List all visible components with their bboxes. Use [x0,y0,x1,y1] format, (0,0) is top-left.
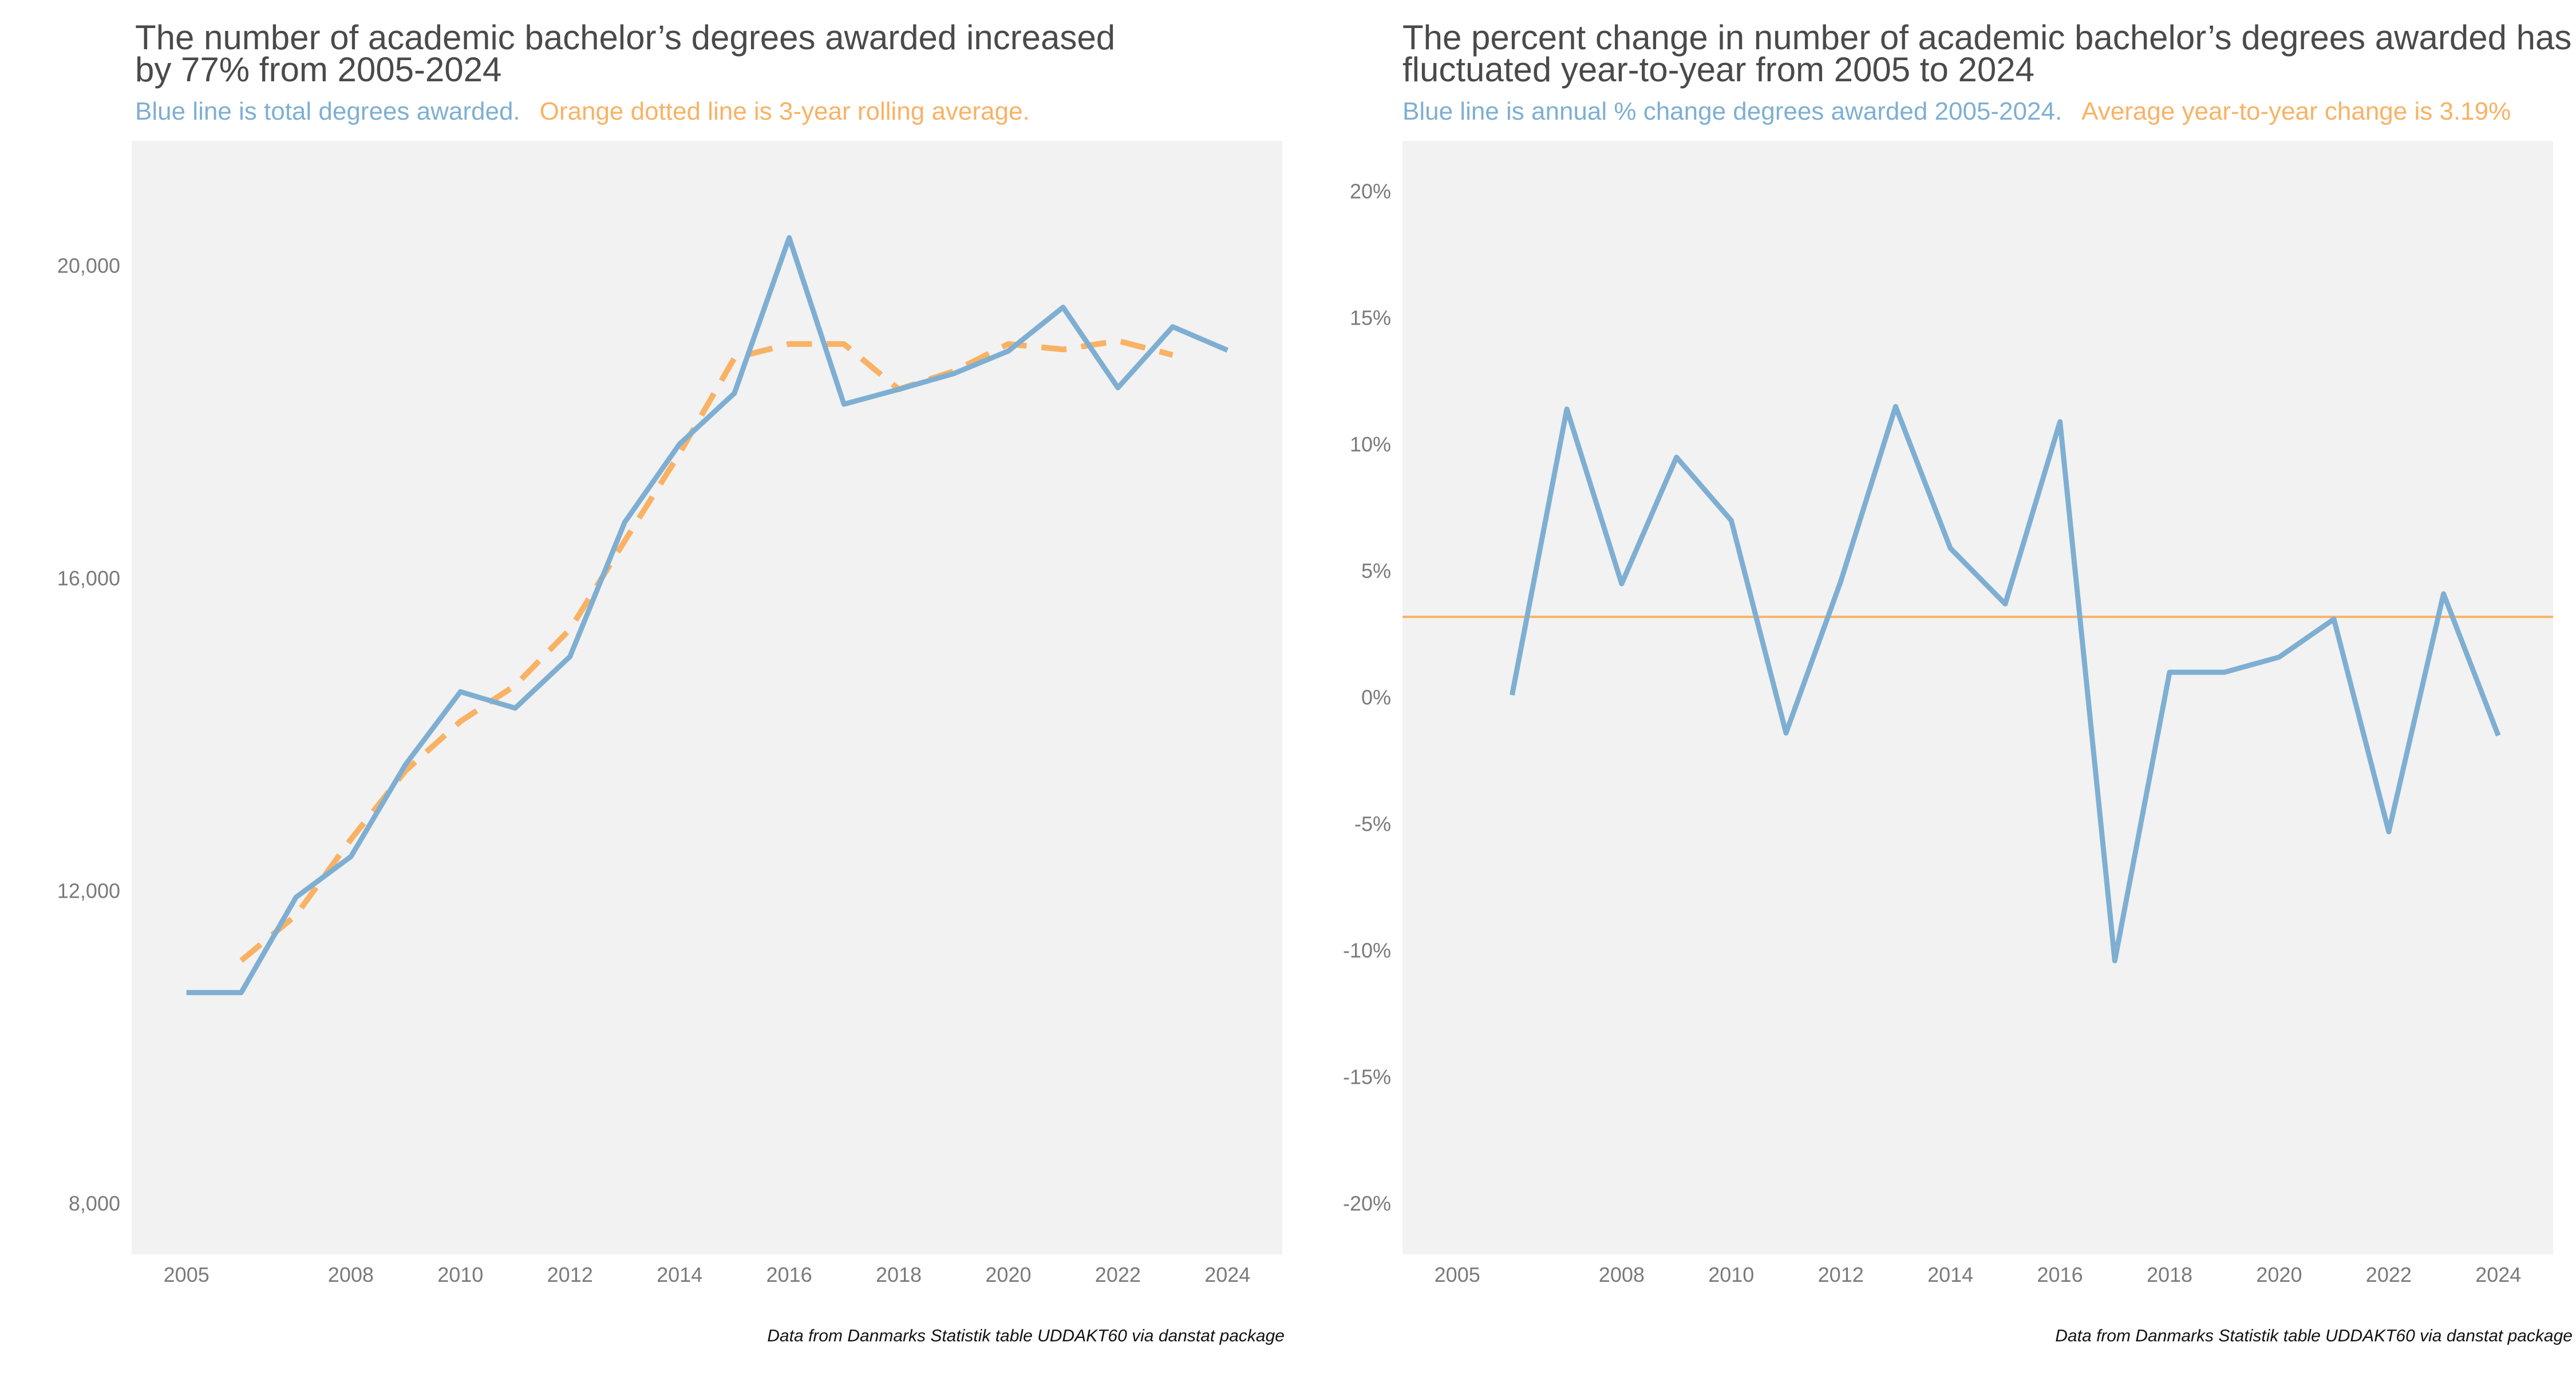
x-tick-label: 2012 [1818,1263,1864,1286]
x-tick-label: 2010 [1708,1263,1754,1286]
y-tick-label: -20% [1343,1192,1391,1215]
right-chart-panel: The percent change in number of academic… [1288,0,2576,1374]
y-tick-label: 5% [1361,559,1391,582]
x-tick-label: 2010 [437,1263,483,1286]
x-tick-label: 2005 [164,1263,210,1286]
y-tick-label: 20% [1350,179,1391,203]
percent-change-line-chart: -20% -15% -10% -5% 0% 5% 10% 15% 20% 2005 2008 2010… [1343,141,2553,1286]
chart-title-line-2: fluctuated year-to-year from 2005 to 202… [1402,50,2034,89]
y-tick-label: 20,000 [57,254,120,277]
chart-subtitle: Blue line is total degrees awarded. Orang… [135,97,1030,126]
chart-subtitle: Blue line is annual % change degrees awa… [1402,97,2511,126]
y-tick-label: 0% [1361,686,1391,709]
x-tick-label: 2024 [2475,1263,2521,1286]
subtitle-blue-note: Blue line is total degrees awarded. [135,97,520,125]
x-tick-label: 2018 [876,1263,922,1286]
x-tick-label: 2020 [2256,1263,2302,1286]
y-tick-label: -10% [1343,939,1391,962]
subtitle-blue-note: Blue line is annual % change degrees awa… [1402,97,2063,125]
x-tick-label: 2018 [2147,1263,2192,1286]
plot-background [1402,141,2553,1254]
x-tick-label: 2008 [328,1263,374,1286]
plot-background [132,141,1282,1254]
x-tick-label: 2014 [1927,1263,1973,1286]
x-tick-label: 2016 [767,1263,812,1286]
data-source-caption: Data from Danmarks Statistik table UDDAK… [767,1326,1285,1345]
series-line [1509,404,2501,964]
y-tick-label: 10% [1350,432,1391,456]
x-tick-label: 2024 [1204,1263,1250,1286]
x-tick-label: 2012 [547,1263,593,1286]
x-tick-label: 2022 [2366,1263,2412,1286]
x-tick-label: 2014 [657,1263,702,1286]
y-tick-label: 8,000 [69,1191,120,1215]
x-tick-label: 2016 [2037,1263,2083,1286]
chart-title-line-1: The number of academic bachelor’s degree… [135,18,1116,57]
y-tick-label: -15% [1343,1065,1391,1089]
x-tick-label: 2008 [1599,1263,1645,1286]
y-tick-label: 16,000 [57,566,120,590]
x-tick-label: 2020 [985,1263,1031,1286]
subtitle-orange-note: Orange dotted line is 3-year rolling ave… [539,97,1030,125]
chart-title-line-2: by 77% from 2005-2024 [135,50,502,89]
subtitle-orange-note: Average year-to-year change is 3.19% [2081,97,2511,125]
y-tick-label: 12,000 [57,879,120,902]
series-line [186,235,1229,996]
chart-title: The number of academic bachelor’s degree… [135,21,1115,89]
y-tick-label: 15% [1350,306,1391,329]
degrees-line-chart: 8,000 12,000 16,000 20,000 2005 2008 2010 2012 2… [57,141,1282,1286]
x-tick-label: 2022 [1095,1263,1141,1286]
y-tick-label: -5% [1354,812,1391,836]
left-chart-panel: The number of academic bachelor’s degree… [57,21,1285,1346]
x-tick-label: 2005 [1435,1263,1480,1286]
chart-title: The percent change in number of academic… [1402,21,2571,89]
chart-title-line-1: The percent change in number of academic… [1402,18,2572,57]
data-source-caption: Data from Danmarks Statistik table UDDAK… [2055,1326,2573,1345]
